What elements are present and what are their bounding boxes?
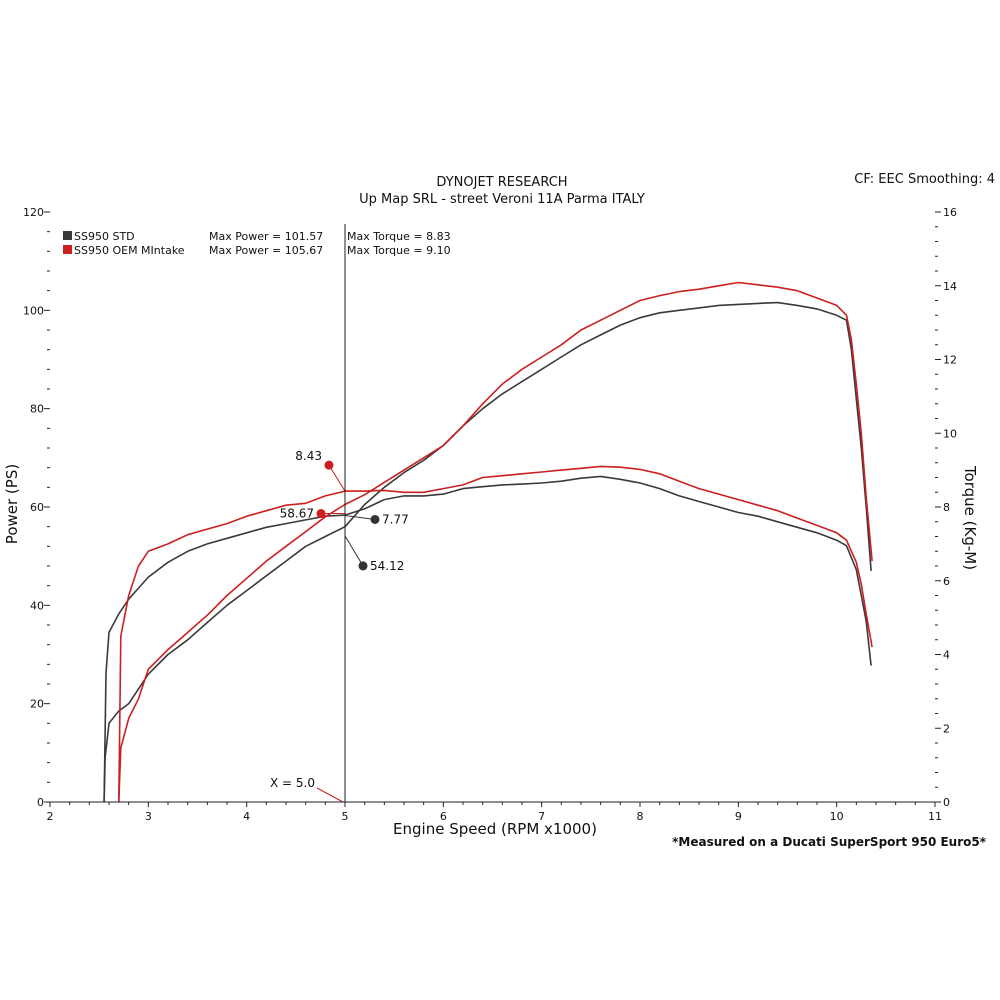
legend-max-torque-mintake: Max Torque = 9.10 (347, 244, 451, 257)
x-tick-label: 11 (928, 810, 942, 823)
annotation-leader (344, 514, 376, 520)
y2-tick-label: 4 (943, 649, 950, 662)
cursor-label: X = 5.0 (270, 776, 315, 790)
y-axis-label: Power (PS) (3, 464, 21, 544)
torque-curve-std (103, 475, 872, 803)
y2-tick-label: 2 (943, 722, 950, 735)
legend-swatch-std (63, 231, 72, 240)
x-tick-label: 7 (538, 810, 545, 823)
chart-subtitle: Up Map SRL - street Veroni 11A Parma ITA… (359, 192, 645, 207)
annotation-label: 58.67 (280, 507, 314, 521)
y2-tick-label: 6 (943, 575, 950, 588)
settings-label: CF: EEC Smoothing: 4 (854, 172, 995, 187)
annotation-leader (328, 464, 346, 492)
y2-tick-label: 10 (943, 427, 957, 440)
y2-tick-label: 14 (943, 280, 957, 293)
x-tick-label: 10 (830, 810, 844, 823)
legend-name-mintake: SS950 OEM MIntake (74, 244, 185, 257)
chart-title: DYNOJET RESEARCH (436, 175, 567, 190)
legend-max-torque-std: Max Torque = 8.83 (347, 230, 451, 243)
x-tick-label: 4 (243, 810, 250, 823)
annotation-marker (370, 514, 380, 524)
legend-name-std: SS950 STD (74, 230, 135, 243)
y2-tick-label: 12 (943, 354, 957, 367)
annotation-marker (316, 509, 326, 519)
y-tick-label: 0 (37, 796, 44, 809)
y-tick-label: 20 (30, 698, 44, 711)
y2-tick-label: 8 (943, 501, 950, 514)
y-tick-label: 60 (30, 501, 44, 514)
x-tick-label: 6 (440, 810, 447, 823)
torque-curve-mintake (118, 465, 873, 803)
footnote: *Measured on a Ducati SuperSport 950 Eur… (672, 835, 987, 849)
y2-tick-label: 16 (943, 206, 957, 219)
y2-axis-label: Torque (Kg-M) (961, 465, 979, 570)
x-tick-label: 5 (342, 810, 349, 823)
x-tick-label: 9 (735, 810, 742, 823)
annotation-marker (324, 460, 334, 470)
curves-layer (103, 281, 873, 803)
annotation-label: 54.12 (370, 559, 404, 573)
legend-max-power-mintake: Max Power = 105.67 (209, 244, 323, 257)
legend: SS950 STD Max Power = 101.57 Max Torque … (63, 230, 451, 257)
y-tick-label: 100 (23, 304, 44, 317)
x-tick-label: 3 (145, 810, 152, 823)
power-curve-mintake (118, 281, 873, 803)
y2-tick-label: 0 (943, 796, 950, 809)
cursor-leader (316, 787, 344, 803)
y-tick-label: 120 (23, 206, 44, 219)
legend-max-power-std: Max Power = 101.57 (209, 230, 323, 243)
annotation-marker (358, 561, 368, 571)
x-axis-label: Engine Speed (RPM x1000) (393, 820, 597, 838)
x-tick-label: 2 (47, 810, 54, 823)
legend-swatch-mintake (63, 245, 72, 254)
annotation-label: 7.77 (382, 512, 409, 526)
power-curve-std (103, 301, 872, 803)
annotation-leader (344, 535, 364, 567)
annotations: 8.43 58.67 7.77 54.12 (280, 449, 409, 573)
y-tick-label: 40 (30, 599, 44, 612)
x-tick-label: 8 (637, 810, 644, 823)
annotation-label: 8.43 (295, 449, 322, 463)
y-tick-label: 80 (30, 403, 44, 416)
